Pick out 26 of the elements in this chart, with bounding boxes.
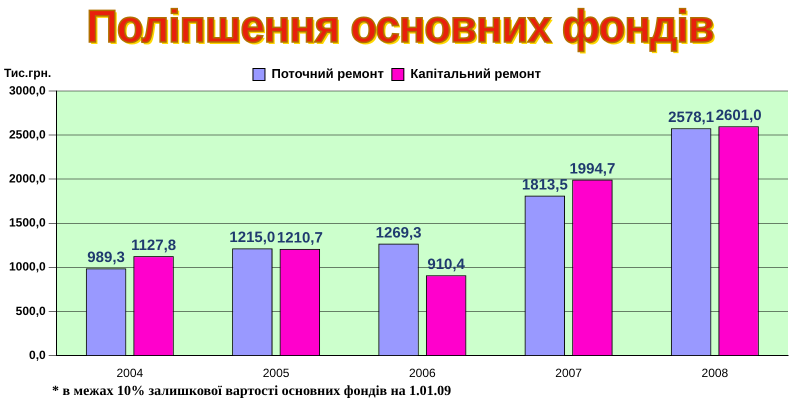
data-label: 1813,5 xyxy=(522,176,568,194)
data-label: 2601,0 xyxy=(716,106,762,124)
data-label: 1210,7 xyxy=(276,229,323,246)
legend-label: Поточний ремонт xyxy=(271,66,384,82)
y-tick-label: 2000,0 xyxy=(9,172,46,186)
y-tick-label: 1000,0 xyxy=(9,260,46,274)
data-label: 989,3 xyxy=(87,248,125,266)
data-label: 1269,3 xyxy=(376,224,422,242)
data-label: 1215,0 xyxy=(229,229,276,246)
y-axis-title: Тис.грн. xyxy=(4,66,52,80)
x-tick-label: 2006 xyxy=(409,366,436,380)
y-tick-label: 500,0 xyxy=(16,304,46,318)
x-tick-label: 2007 xyxy=(555,366,582,380)
y-tick-label: 1500,0 xyxy=(9,216,46,230)
chart-title: Поліпшення основних фондів xyxy=(85,0,715,52)
text: * в межах 10% залишкової вартості основних фондів на 1.01.09 xyxy=(52,384,452,400)
x-tick-label: 2004 xyxy=(116,366,144,380)
x-tick-label: 2008 xyxy=(702,366,729,380)
data-label: 1994,7 xyxy=(569,160,616,178)
data-label: 2578,1 xyxy=(668,108,714,126)
y-tick-label: 2500,0 xyxy=(9,127,46,142)
y-tick-label: 0,0 xyxy=(29,348,46,362)
x-tick-label: 2005 xyxy=(262,366,290,380)
y-tick-label: 3000,0 xyxy=(9,83,46,98)
legend-label: Капітальний ремонт xyxy=(410,66,542,82)
data-label: 1127,8 xyxy=(131,236,176,254)
